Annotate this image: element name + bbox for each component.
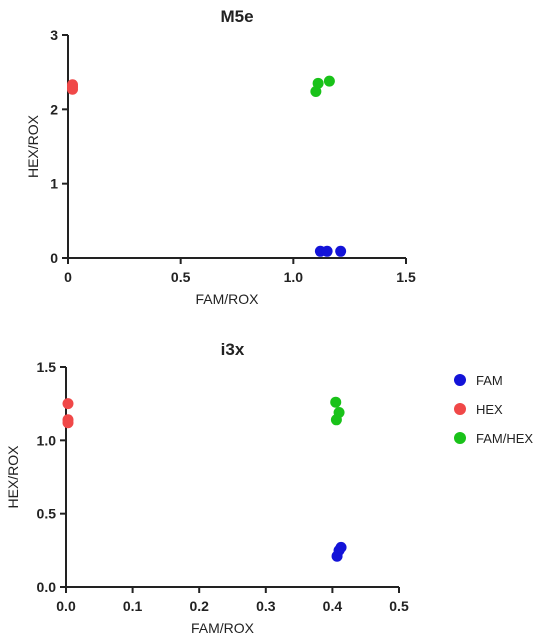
point-hex (67, 83, 79, 95)
x-tick-label: 0 (64, 269, 72, 285)
legend-marker-fam (454, 374, 466, 386)
x-tick-label: 0.2 (189, 598, 209, 614)
x-tick-label: 0.1 (123, 598, 143, 614)
point-fam-hex (330, 414, 342, 426)
point-hex (62, 417, 74, 429)
y-axis-label: HEX/ROX (25, 114, 41, 178)
y-tick-label: 0 (50, 250, 58, 266)
point-fam (335, 541, 347, 553)
point-fam-hex (312, 77, 324, 89)
point-fam-hex (323, 75, 335, 87)
chart-title: M5e (220, 7, 253, 26)
chart-title: i3x (221, 340, 245, 359)
point-fam (321, 245, 333, 257)
y-tick-label: 0.5 (37, 506, 57, 522)
legend-marker-hex (454, 403, 466, 415)
point-hex (62, 398, 74, 410)
y-tick-label: 1 (50, 176, 58, 192)
x-axis-label: FAM/ROX (195, 291, 259, 307)
legend-marker-fam-hex (454, 432, 466, 444)
chart-m5e: M5e 0 1 2 3 0 0.5 1.0 1.5 FAM/ROX HEX/ROX (25, 7, 416, 307)
x-axis-label: FAM/ROX (191, 620, 255, 636)
x-tick-label: 1.5 (396, 269, 416, 285)
x-tick-label: 0.5 (389, 598, 409, 614)
chart-i3x: i3x 0.0 0.5 1.0 1.5 0.0 0.1 0.2 0.3 0.4 0.5 FAM/ROX… (5, 340, 409, 636)
legend-label-hex: HEX (476, 402, 503, 417)
point-fam (335, 245, 347, 257)
x-tick-label: 0.5 (171, 269, 191, 285)
y-tick-label: 2 (50, 101, 58, 117)
y-tick-label: 1.5 (37, 359, 57, 375)
y-axis-label: HEX/ROX (5, 445, 21, 509)
point-fam-hex (330, 396, 342, 408)
legend: FAM HEX FAM/HEX (454, 373, 533, 446)
legend-label-fam-hex: FAM/HEX (476, 431, 533, 446)
y-tick-label: 0.0 (37, 579, 57, 595)
x-tick-label: 0.3 (256, 598, 276, 614)
legend-label-fam: FAM (476, 373, 503, 388)
x-tick-label: 1.0 (284, 269, 304, 285)
x-tick-label: 0.0 (56, 598, 76, 614)
x-tick-label: 0.4 (323, 598, 343, 614)
y-tick-label: 1.0 (37, 432, 57, 448)
y-tick-label: 3 (50, 27, 58, 43)
